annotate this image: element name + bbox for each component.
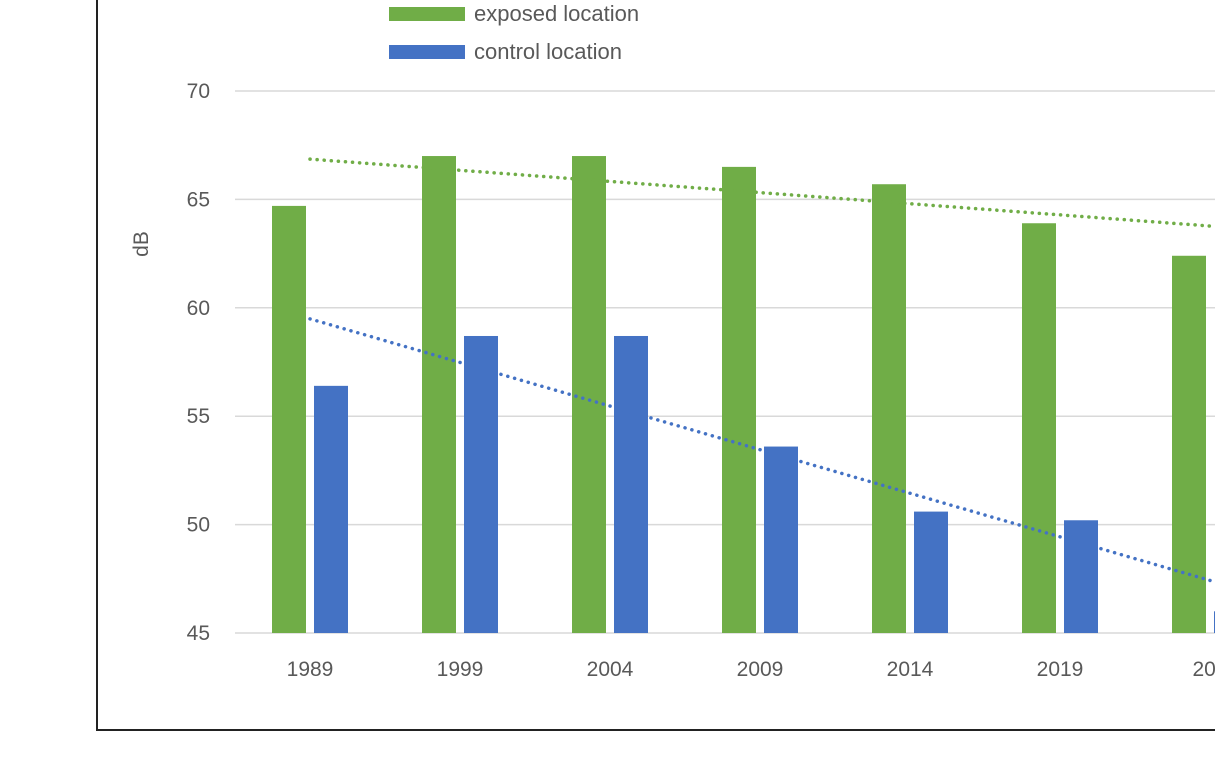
chart-frame [96,0,1215,731]
bar-exposed [722,166,756,633]
trendline-control [308,317,1212,583]
bar-exposed [1022,223,1056,634]
bar-exposed [422,156,456,634]
y-tick-label: 50 [187,514,210,537]
y-tick-label: 55 [187,405,210,428]
y-axis-label: dB [130,231,153,257]
legend-item-exposed: exposed location [389,1,639,27]
legend-swatch-control [389,45,465,59]
y-tick-label: 70 [187,80,210,103]
legend-swatch-exposed [389,7,465,21]
x-tick-label: 2009 [737,658,784,681]
bar-control [614,335,648,633]
bar-control [1064,520,1098,633]
bar-control [764,446,798,633]
x-tick-label: 1989 [287,658,334,681]
y-tick-label: 60 [187,297,210,320]
bar-exposed [272,205,306,634]
bar-control [314,385,348,633]
x-tick-label: 2014 [887,658,934,681]
bar-exposed [872,184,906,633]
x-tick-label: 2004 [587,658,634,681]
x-tick-label: 1999 [437,658,484,681]
bar-exposed [1172,255,1206,633]
y-tick-label: 45 [187,622,210,645]
bar-exposed [572,156,606,634]
bar-control [464,335,498,633]
bar-control [914,511,948,633]
legend-label-control: control location [474,39,622,64]
legend-label-exposed: exposed location [474,1,640,26]
x-tick-label: 2019 [1037,658,1084,681]
trendline-exposed [308,157,1212,228]
legend-item-control: control location [389,39,622,65]
x-tick-label: 202 [1192,658,1215,681]
y-tick-label: 65 [187,188,210,211]
